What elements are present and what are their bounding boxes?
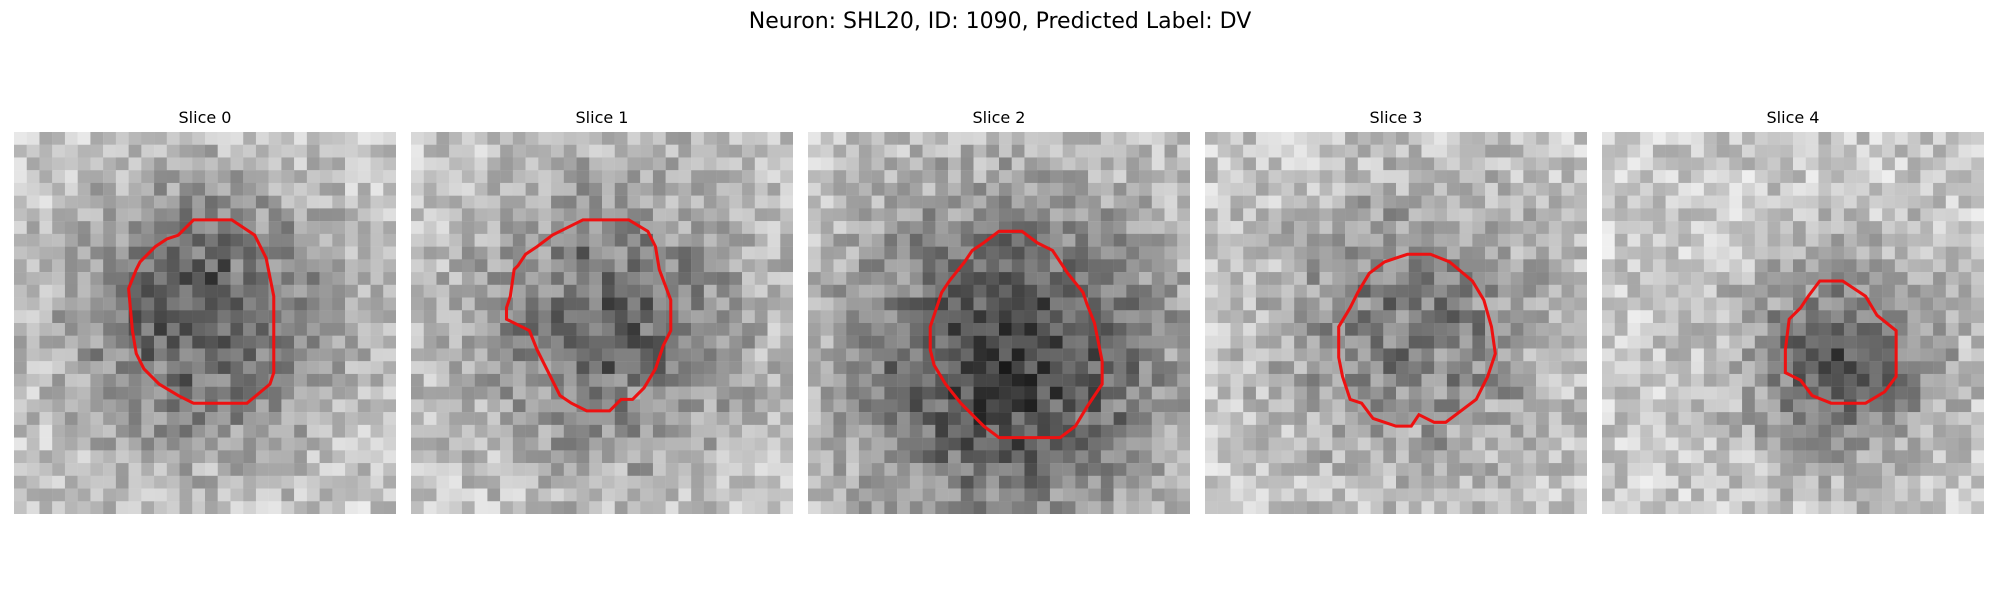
roi-contour	[127, 218, 276, 405]
slice-title: Slice 2	[972, 108, 1026, 127]
pixel-grid	[1602, 132, 1984, 514]
roi-contour	[1783, 279, 1898, 405]
slice-image-0	[14, 132, 396, 514]
slice-image-4	[1602, 132, 1984, 514]
slice-panel-1: Slice 1	[411, 108, 793, 514]
slice-image-1	[411, 132, 793, 514]
slice-title: Slice 3	[1369, 108, 1423, 127]
slice-image-3	[1205, 132, 1587, 514]
figure-title: Neuron: SHL20, ID: 1090, Predicted Label…	[748, 9, 1252, 34]
slice-title: Slice 1	[575, 108, 629, 127]
slice-title: Slice 4	[1766, 108, 1820, 127]
pixel-grid	[411, 132, 793, 514]
roi-contour	[504, 218, 673, 413]
slice-panel-2: Slice 2	[808, 108, 1190, 514]
slice-image-2	[808, 132, 1190, 514]
slice-panel-3: Slice 3	[1205, 108, 1587, 514]
slice-title: Slice 0	[178, 108, 232, 127]
roi-contour	[928, 229, 1104, 440]
roi-contour	[1337, 252, 1497, 428]
slice-panel-0: Slice 0	[14, 108, 396, 514]
slice-panel-4: Slice 4	[1602, 108, 1984, 514]
pixel-grid	[808, 132, 1190, 514]
pixel-grid	[14, 132, 396, 514]
pixel-grid	[1205, 132, 1587, 514]
